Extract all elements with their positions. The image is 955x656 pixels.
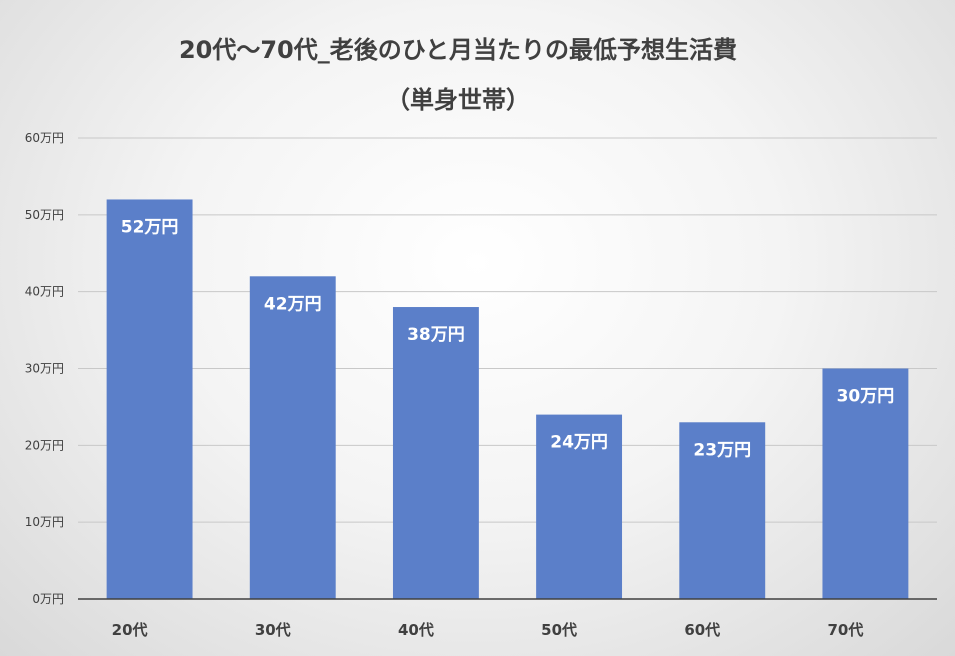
x-tick-label: 20代 [112,621,148,639]
bar [822,368,909,599]
x-tick-label: 70代 [827,621,863,639]
data-label: 42万円 [264,294,322,314]
x-tick-label: 40代 [398,621,434,639]
bar [679,422,766,599]
data-label: 23万円 [693,440,751,460]
bar [536,414,623,599]
y-tick-label: 60万円 [25,131,64,145]
y-tick-label: 10万円 [25,515,64,529]
chart-subtitle: （単身世帯） [386,86,530,114]
x-tick-label: 30代 [255,621,291,639]
y-tick-label: 20万円 [25,438,64,452]
y-tick-label: 40万円 [25,285,64,299]
data-label: 38万円 [407,325,465,345]
bar [249,276,336,599]
bar [392,307,479,599]
gridlines [78,137,937,523]
chart-title: 20代〜70代_老後のひと月当たりの最低予想生活費 [179,36,737,64]
bar-series: 52万円 42万円 38万円 24万円 23万円 30万円 [106,199,909,599]
y-tick-label: 50万円 [25,208,64,222]
axes: 0万円 10万円 20万円 30万円 40万円 50万円 60万円 20代 30代 40代 50代 6… [25,131,937,639]
x-tick-label: 50代 [541,621,577,639]
y-tick-label: 30万円 [25,362,64,376]
data-label: 24万円 [550,433,608,453]
data-label: 52万円 [121,217,179,237]
y-tick-label: 0万円 [32,592,64,606]
x-tick-label: 60代 [684,621,720,639]
bar [106,199,193,599]
data-label: 30万円 [837,387,895,407]
